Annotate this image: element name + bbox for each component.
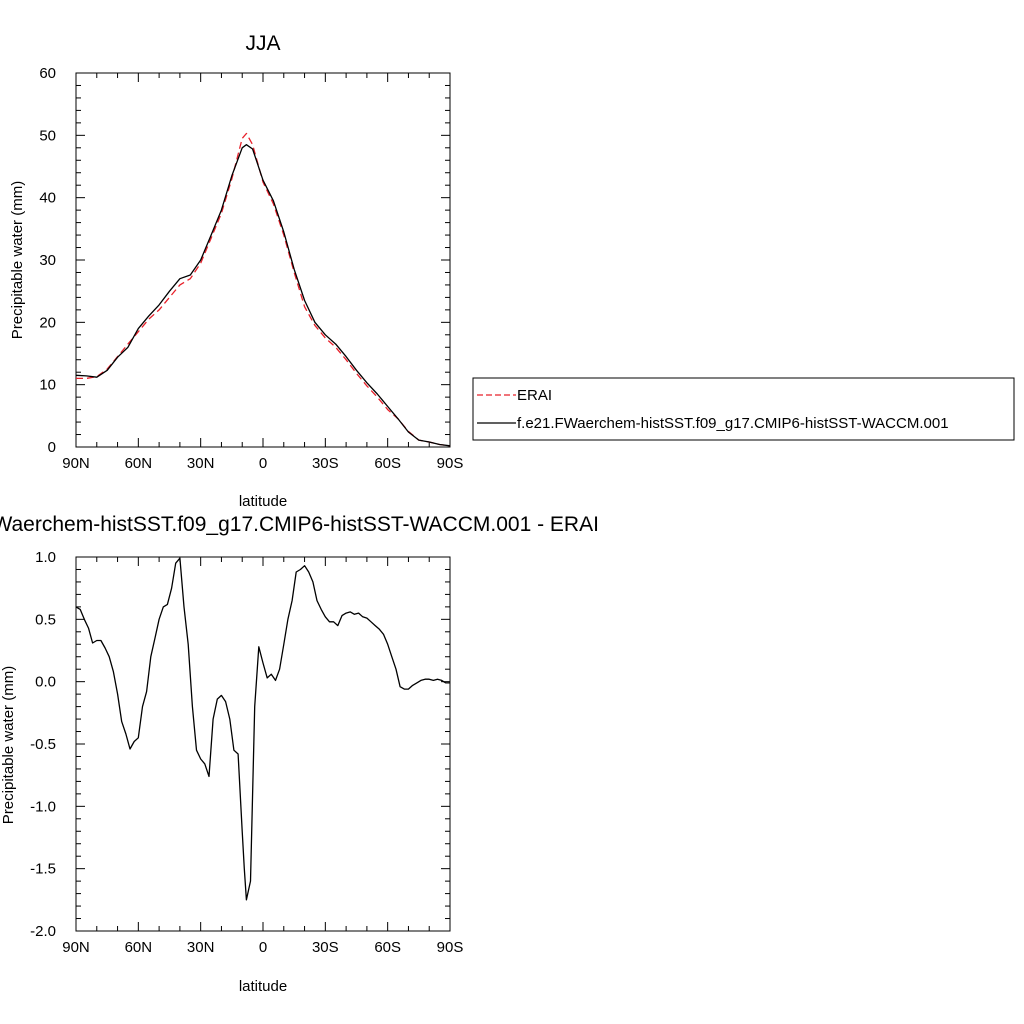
top-ytick-label: 60	[39, 65, 56, 82]
top-ytick-label: 0	[48, 439, 56, 456]
top-ytick-label: 30	[39, 252, 56, 269]
top-ytick-label: 40	[39, 190, 56, 207]
bottom-xtick-label: 0	[259, 939, 267, 956]
bottom-chart-title: f.e21.FWaerchem-histSST.f09_g17.CMIP6-hi…	[0, 513, 599, 536]
legend-model-label: f.e21.FWaerchem-histSST.f09_g17.CMIP6-hi…	[517, 415, 949, 432]
bottom-series-line-1	[75, 557, 450, 901]
top-xtick-label: 60N	[125, 455, 153, 472]
bottom-xtick-label: 60N	[125, 939, 153, 956]
top-xtick-label: 90S	[437, 455, 464, 472]
bottom-ytick-label: -1.0	[30, 798, 56, 815]
bottom-xtick-label: 60S	[374, 939, 401, 956]
top-xtick-label: 30N	[187, 455, 215, 472]
bottom-ytick-label: -0.5	[30, 736, 56, 753]
bottom-chart-axes: 90N 60N 30N 0 30S 60S 90S -2.0 -1.5 -1.0 -0.5 0.0 0.…	[30, 549, 463, 956]
top-chart-axes: 90N 60N 30N 0 30S 60S 90S 0 10 20 30 40 50 60	[39, 65, 463, 472]
top-ytick-label: 20	[39, 314, 56, 331]
bottom-chart-xlabel: latitude	[239, 978, 287, 995]
bottom-chart-panel: f.e21.FWaerchem-histSST.f09_g17.CMIP6-hi…	[0, 513, 599, 995]
bottom-xtick-label: 30N	[187, 939, 215, 956]
bottom-xtick-label: 90N	[62, 939, 90, 956]
bottom-ytick-label: 1.0	[35, 549, 56, 566]
top-series-line-2	[75, 144, 451, 447]
bottom-ytick-label: -1.5	[30, 861, 56, 878]
top-xtick-label: 0	[259, 455, 267, 472]
top-xtick-label: 30S	[312, 455, 339, 472]
top-ytick-label: 50	[39, 127, 56, 144]
legend-erai-label: ERAI	[517, 387, 552, 404]
top-chart-xlabel: latitude	[239, 493, 287, 510]
bottom-ytick-label: -2.0	[30, 923, 56, 940]
top-chart-series-group	[75, 132, 451, 447]
legend-box	[472, 377, 1015, 441]
bottom-ytick-label: 0.5	[35, 611, 56, 628]
bottom-xtick-label: 30S	[312, 939, 339, 956]
top-chart-title: JJA	[245, 32, 280, 55]
bottom-xtick-label: 90S	[437, 939, 464, 956]
top-xtick-label: 60S	[374, 455, 401, 472]
bottom-ytick-label: 0.0	[35, 674, 56, 691]
top-chart-panel: JJA Precipitable water (mm) latitude 90N…	[9, 32, 463, 510]
top-chart-ylabel: Precipitable water (mm)	[9, 181, 26, 339]
bottom-chart-ylabel: Precipitable water (mm)	[0, 666, 17, 824]
bottom-chart-series-group	[75, 557, 450, 901]
top-ytick-label: 10	[39, 377, 56, 394]
top-plot-frame	[75, 72, 451, 448]
top-xtick-label: 90N	[62, 455, 90, 472]
top-chart-legend: ERAI f.e21.FWaerchem-histSST.f09_g17.CMI…	[472, 377, 1015, 441]
